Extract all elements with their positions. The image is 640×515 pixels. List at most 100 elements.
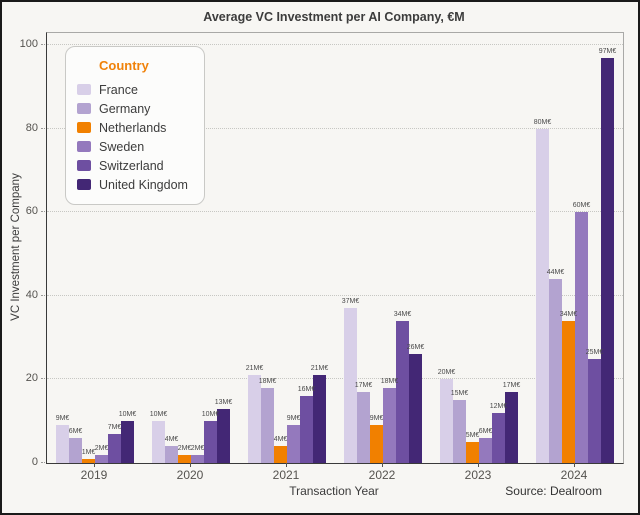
x-tick-2021: 2021 — [238, 463, 334, 482]
legend-item-germany: Germany — [77, 99, 188, 118]
bar-value-label: 9M€ — [286, 415, 301, 423]
x-tick-label: 2023 — [464, 468, 492, 482]
y-tick-mark — [41, 127, 45, 129]
bar-value-label: 7M€ — [107, 423, 122, 431]
bar-france-2020: 10M€ — [150, 411, 167, 463]
y-tick-mark — [41, 462, 45, 463]
x-tick-2022: 2022 — [334, 463, 430, 482]
legend-swatch — [77, 179, 91, 190]
x-tick-2019: 2019 — [46, 463, 142, 482]
x-tick-mark — [285, 463, 287, 467]
bar-united-kingdom-2019: 10M€ — [119, 411, 136, 463]
bar-value-label: 1M€ — [81, 448, 96, 456]
bar-united-kingdom-2024: 97M€ — [599, 48, 616, 463]
legend-label: Sweden — [99, 139, 145, 154]
bar-value-label: 44M€ — [546, 269, 565, 277]
bar-group-2021: 21M€ 18M€ 4M€ 9M€ 16M€ 21M€ — [239, 365, 335, 463]
bar-value-label: 10M€ — [149, 411, 168, 419]
bar-switzerland-2023: 12M€ — [490, 403, 507, 463]
legend-item-switzerland: Switzerland — [77, 156, 188, 175]
bar-group-2024: 80M€ 44M€ 34M€ 60M€ 25M€ 97M€ — [527, 48, 623, 463]
bar-united-kingdom-2020: 13M€ — [215, 399, 232, 463]
bar-value-label: 12M€ — [489, 402, 508, 410]
bar-value-label: 34M€ — [393, 310, 412, 318]
bar-sweden-2022: 18M€ — [381, 378, 398, 463]
bar-value-label: 4M€ — [164, 436, 179, 444]
y-tick-label: 20 — [25, 372, 38, 385]
bar-germany-2023: 15M€ — [451, 390, 468, 463]
bar-france-2024: 80M€ — [534, 119, 551, 463]
x-tick-mark — [477, 463, 479, 467]
x-tick-2024: 2024 — [526, 463, 622, 482]
bar-groups: 9M€ 6M€ 1M€ 2M€ 7M€ 10M€ 10M€ 4M€ 2M€ 2M€ 10M€ 13M€… — [47, 33, 623, 463]
legend-label: France — [99, 82, 138, 97]
x-tick-label: 2022 — [368, 468, 396, 482]
legend: Country France Germany Netherlands Sweden Sw… — [65, 46, 205, 205]
bar-united-kingdom-2022: 26M€ — [407, 344, 424, 463]
x-tick-mark — [93, 463, 95, 467]
x-tick-label: 2024 — [560, 468, 588, 482]
x-tick-mark — [381, 463, 383, 467]
x-axis-ticks: 2019 2020 2021 2022 2023 2024 — [46, 463, 622, 482]
bar-united-kingdom-2021: 21M€ — [311, 365, 328, 463]
bar-sweden-2020: 2M€ — [191, 445, 204, 463]
x-tick-label: 2021 — [272, 468, 300, 482]
legend-swatch — [77, 103, 91, 114]
bar-switzerland-2024: 25M€ — [586, 349, 603, 463]
bar-value-label: 10M€ — [201, 411, 220, 419]
x-tick-2020: 2020 — [142, 463, 238, 482]
bar-group-2023: 20M€ 15M€ 5M€ 6M€ 12M€ 17M€ — [431, 369, 527, 463]
bar-value-label: 15M€ — [450, 390, 469, 398]
bar-value-label: 2M€ — [94, 444, 109, 452]
bar-sweden-2024: 60M€ — [573, 202, 590, 463]
bar-value-label: 25M€ — [585, 348, 604, 356]
bar-value-label: 4M€ — [273, 436, 288, 444]
y-tick-mark — [41, 44, 45, 45]
bar-germany-2022: 17M€ — [355, 382, 372, 463]
bar-netherlands-2021: 4M€ — [274, 436, 287, 463]
bar-switzerland-2022: 34M€ — [394, 311, 411, 463]
gridline-100 — [47, 44, 623, 45]
x-axis-title: Transaction Year — [289, 484, 379, 498]
bar-value-label: 34M€ — [559, 310, 578, 318]
y-tick-label: 60 — [25, 205, 38, 218]
bar-value-label: 13M€ — [214, 398, 233, 406]
legend-label: Switzerland — [99, 158, 164, 173]
y-tick-label: 100 — [19, 38, 38, 50]
legend-swatch — [77, 141, 91, 152]
bar-netherlands-2024: 34M€ — [560, 311, 577, 463]
bar-group-2019: 9M€ 6M€ 1M€ 2M€ 7M€ 10M€ — [47, 411, 143, 463]
bar-value-label: 2M€ — [190, 444, 205, 452]
y-tick-mark — [41, 211, 45, 213]
bar-sweden-2021: 9M€ — [287, 415, 300, 463]
gridline-60 — [47, 211, 623, 213]
legend-item-france: France — [77, 80, 188, 99]
bar-value-label: 37M€ — [341, 298, 360, 306]
legend-item-united-kingdom: United Kingdom — [77, 175, 188, 194]
bar-germany-2024: 44M€ — [547, 269, 564, 463]
bar-switzerland-2020: 10M€ — [202, 411, 219, 463]
bar-sweden-2019: 2M€ — [95, 445, 108, 463]
gridline-80 — [47, 127, 623, 129]
bar-germany-2019: 6M€ — [69, 428, 82, 463]
bar-value-label: 5M€ — [465, 432, 480, 440]
bar-germany-2020: 4M€ — [165, 436, 178, 463]
legend-title: Country — [99, 58, 149, 73]
bar-switzerland-2019: 7M€ — [108, 424, 121, 463]
bar-netherlands-2022: 9M€ — [370, 415, 383, 463]
y-tick-label: 40 — [25, 288, 38, 301]
legend-label: Netherlands — [99, 120, 167, 135]
bar-france-2019: 9M€ — [56, 415, 69, 463]
bar-value-label: 18M€ — [258, 377, 277, 385]
bar-value-label: 17M€ — [354, 381, 373, 389]
legend-swatch — [77, 122, 91, 133]
bar-value-label: 26M€ — [406, 344, 425, 352]
bar-value-label: 21M€ — [245, 365, 264, 373]
source-credit: Source: Dealroom — [505, 484, 602, 498]
bar-value-label: 17M€ — [502, 381, 521, 389]
bar-value-label: 80M€ — [533, 118, 552, 126]
x-tick-2023: 2023 — [430, 463, 526, 482]
y-axis-ticks: 0 20 40 60 80 100 — [2, 32, 38, 468]
x-tick-mark — [573, 463, 575, 467]
bar-france-2021: 21M€ — [246, 365, 263, 463]
